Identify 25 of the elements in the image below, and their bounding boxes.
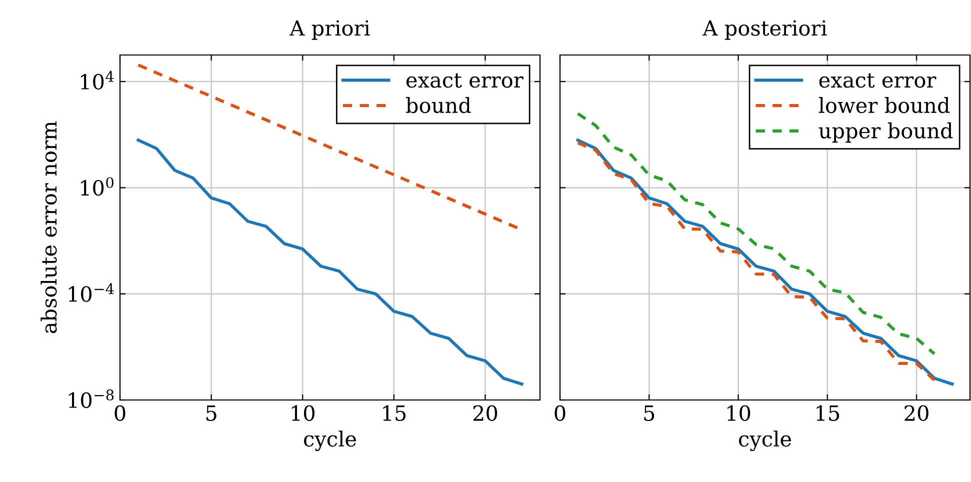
y-axis-title: absolute error norm	[40, 121, 57, 334]
y-tick-label: 10$^{0}$	[81, 177, 114, 196]
x-tick-label: 20	[904, 405, 928, 421]
x-tick-label: 10	[728, 405, 750, 421]
y-tick-label: 10$^{−4}$	[68, 283, 114, 302]
x-tick-label: 15	[816, 405, 840, 421]
x-tick-label: 0	[114, 405, 126, 421]
legend-label: bound	[406, 97, 471, 114]
y-tick-label: 10$^{−8}$	[68, 389, 114, 408]
x-axis-title: cycle	[738, 430, 792, 452]
x-tick-label: 5	[206, 406, 216, 421]
legend-label: upper bound	[818, 122, 953, 143]
x-tick-label: 0	[554, 405, 566, 421]
chart-title: A priori	[289, 20, 370, 40]
chart-title: A posteriori	[702, 20, 827, 40]
x-tick-label: 5	[644, 406, 654, 421]
x-axis-title: cycle	[304, 430, 356, 452]
x-tick-label: 20	[473, 405, 498, 421]
x-tick-label: 15	[383, 405, 406, 421]
legend-label: exact error	[819, 73, 936, 88]
x-tick-label: 10	[292, 405, 314, 421]
y-tick-label: 10$^{4}$	[81, 70, 114, 90]
legend-label: lower bound	[818, 97, 950, 114]
legend-label: exact error	[406, 73, 524, 88]
line-series	[136, 138, 524, 386]
